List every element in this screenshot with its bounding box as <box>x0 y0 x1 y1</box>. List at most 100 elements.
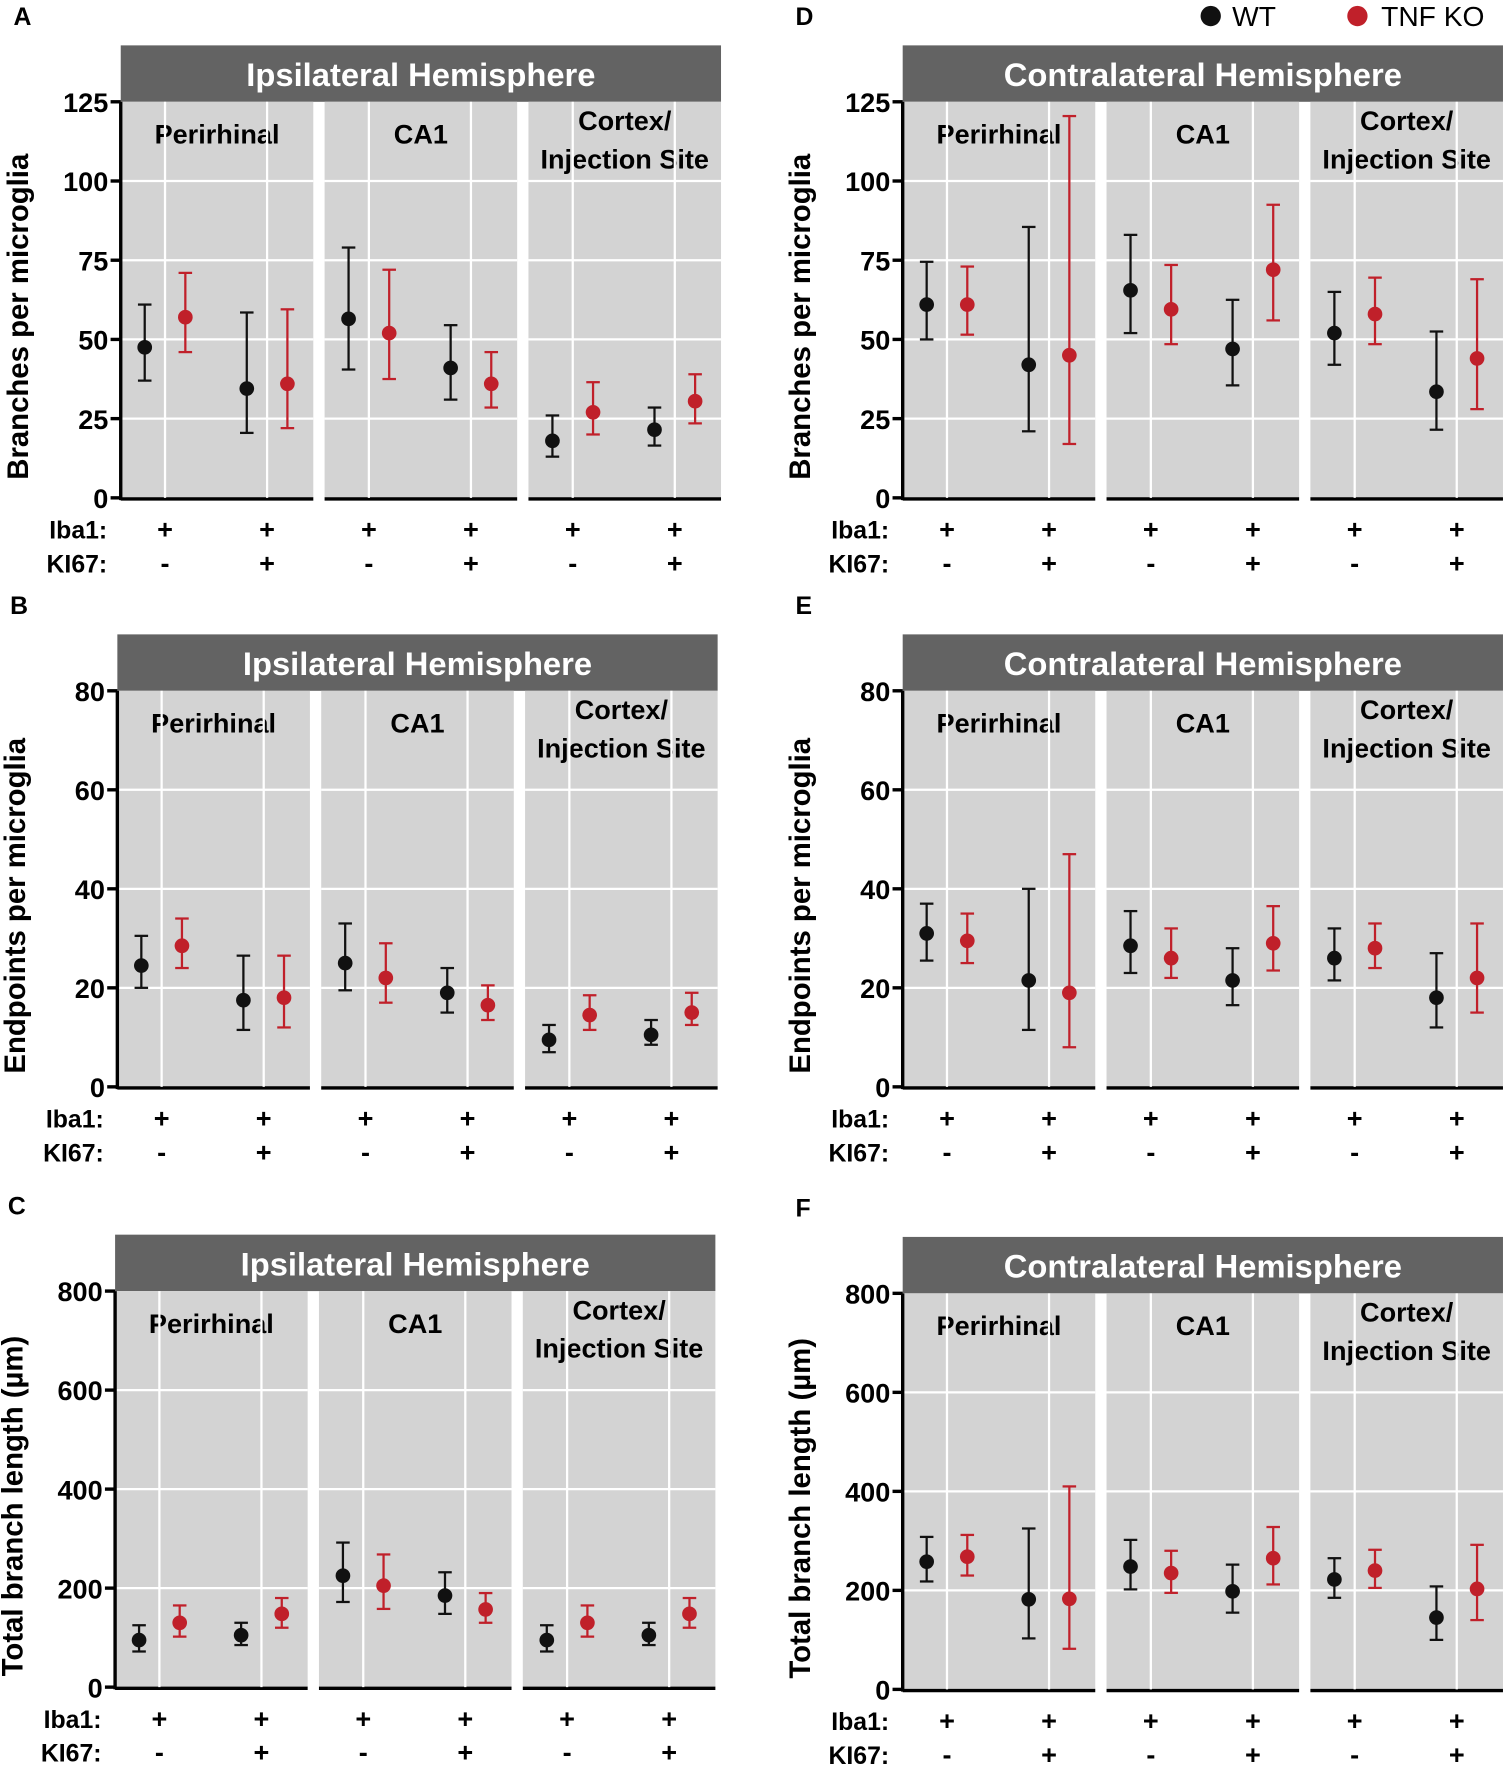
iba1-value: + <box>565 513 581 544</box>
ki67-value: - <box>942 1136 951 1167</box>
mean-marker <box>131 1632 147 1648</box>
mean-marker <box>1062 347 1077 363</box>
y-tick-label: 200 <box>57 1573 102 1604</box>
facet-label: Perirhinal <box>937 708 1062 739</box>
tnfko-point <box>1367 1548 1383 1590</box>
y-tick-label: 25 <box>78 404 108 435</box>
y-tick-label: 100 <box>845 166 890 197</box>
mean-marker <box>959 297 975 312</box>
tnfko-point <box>376 1553 391 1611</box>
y-tick-label: 125 <box>63 87 108 118</box>
wt-point <box>1021 225 1037 433</box>
mean-marker <box>1062 985 1077 1001</box>
mean-marker <box>1265 935 1281 951</box>
mean-marker <box>1429 1610 1444 1625</box>
iba1-value: + <box>1143 1102 1159 1133</box>
mean-marker <box>1367 940 1383 956</box>
mean-marker <box>641 1627 657 1643</box>
ki67-value: + <box>667 547 683 578</box>
ki67-value: + <box>1449 1136 1465 1167</box>
ki67-value: - <box>563 1737 572 1768</box>
mean-marker <box>684 1005 700 1020</box>
iba1-value: + <box>1449 1705 1465 1736</box>
wt-point <box>1429 330 1444 431</box>
wt-point <box>233 1621 249 1647</box>
tnfko-point <box>274 1596 290 1629</box>
row-label-iba1: Iba1: <box>831 1106 889 1133</box>
iba1-value: + <box>939 1705 955 1736</box>
ki67-value: - <box>361 1136 370 1167</box>
facet-label: Cortex/ <box>1360 694 1454 725</box>
y-tick-label: 20 <box>75 973 105 1004</box>
wt-point <box>133 934 149 989</box>
iba1-value: + <box>457 1703 473 1734</box>
mean-marker <box>1021 973 1037 988</box>
tnfko-point <box>1062 1485 1077 1650</box>
mean-marker <box>682 1606 697 1622</box>
y-tick-label: 60 <box>75 775 105 806</box>
iba1-value: + <box>358 1102 374 1133</box>
row-label-iba1: Iba1: <box>831 517 889 544</box>
mean-marker <box>1469 970 1485 986</box>
iba1-value: + <box>1245 513 1261 544</box>
mean-marker <box>437 1588 453 1603</box>
wt-point <box>919 1535 935 1583</box>
y-tick-label: 60 <box>860 775 890 806</box>
tnfko-point <box>1163 263 1179 346</box>
facet-label: Injection Site <box>537 732 706 763</box>
wt-point <box>541 1023 557 1054</box>
iba1-value: + <box>1347 1102 1363 1133</box>
tnfko-point <box>1265 203 1281 322</box>
wt-point <box>1225 947 1240 1007</box>
y-tick-label: 0 <box>90 1072 105 1103</box>
panel-letter: D <box>795 4 813 31</box>
mean-marker <box>1021 1591 1037 1607</box>
wt-point <box>337 922 353 992</box>
wt-point <box>239 311 255 435</box>
y-axis-title: Total branch length (µm) <box>784 1338 817 1679</box>
ki67-value: - <box>1350 1136 1359 1167</box>
y-tick-label: 100 <box>63 166 108 197</box>
mean-marker <box>1265 262 1281 278</box>
wt-point <box>1225 298 1240 387</box>
tnfko-point <box>1062 853 1077 1049</box>
wt-point <box>341 246 356 371</box>
mean-marker <box>1123 938 1138 954</box>
tnfko-point <box>684 991 700 1027</box>
row-label-ki67: KI67: <box>43 1140 104 1167</box>
ki67-value: + <box>1041 1136 1057 1167</box>
row-label-iba1: Iba1: <box>831 1709 889 1736</box>
ki67-value: - <box>1146 1739 1155 1770</box>
ki67-value: - <box>1350 1739 1359 1770</box>
facet-label: Injection Site <box>1322 143 1491 174</box>
mean-marker <box>1327 1572 1342 1587</box>
ki67-value: + <box>460 1136 476 1167</box>
wt-point <box>1123 909 1138 975</box>
panel-title: Contralateral Hemisphere <box>1004 1248 1402 1285</box>
wt-point <box>1123 233 1138 335</box>
tnfko-point <box>1367 276 1383 346</box>
y-axis-title: Endpoints per microglia <box>0 737 32 1073</box>
ki67-value: + <box>254 1737 270 1768</box>
tnfko-point <box>959 912 975 965</box>
tnfko-point <box>172 1604 188 1638</box>
iba1-value: + <box>1347 1705 1363 1736</box>
mean-marker <box>1062 1591 1077 1607</box>
y-tick-label: 400 <box>57 1474 102 1505</box>
ki67-value: + <box>1041 1739 1057 1770</box>
header-bar <box>902 634 1503 691</box>
y-tick-label: 0 <box>88 1672 103 1703</box>
y-tick-label: 75 <box>78 245 108 276</box>
tnfko-point <box>174 917 190 970</box>
panel-title: Contralateral Hemisphere <box>1004 56 1402 93</box>
facet-label: Cortex/ <box>1360 105 1454 136</box>
panel-title: Contralateral Hemisphere <box>1004 645 1402 682</box>
tnfko-point <box>1163 927 1179 980</box>
wt-point <box>1225 1563 1240 1614</box>
legend-wt-marker <box>1200 5 1221 27</box>
mean-marker <box>1367 1563 1383 1578</box>
mean-marker <box>236 992 251 1008</box>
facet-label: Injection Site <box>1322 732 1491 763</box>
